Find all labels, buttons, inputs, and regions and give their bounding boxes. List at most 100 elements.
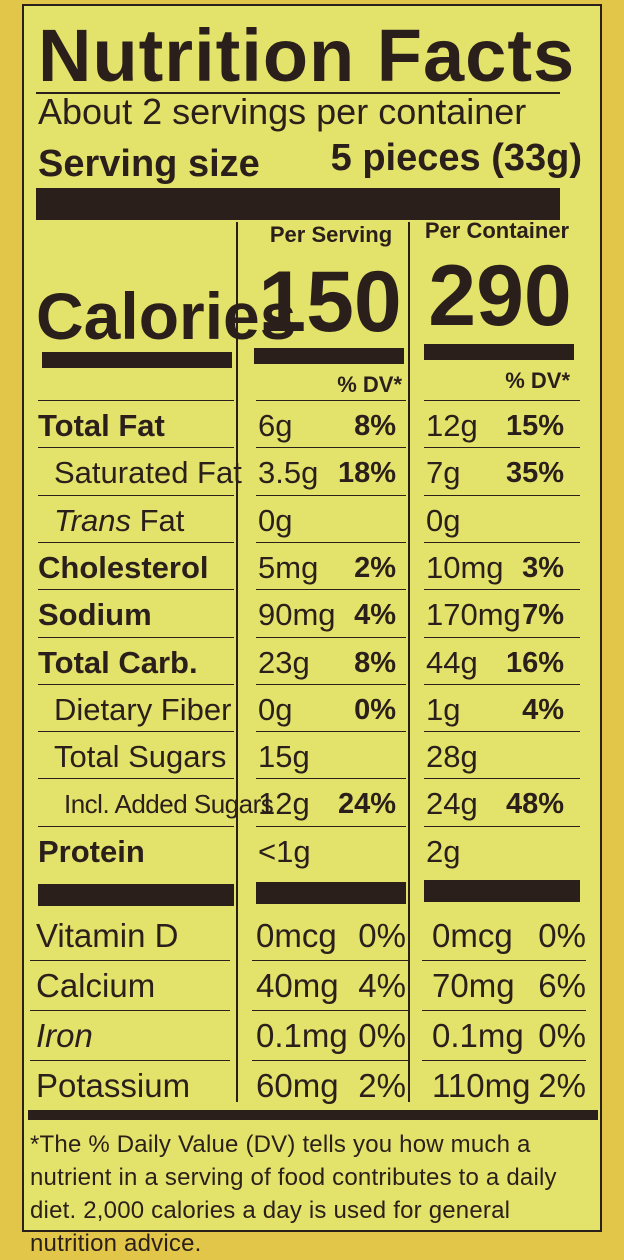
container-dv: 0% <box>538 917 586 954</box>
container-dv: 0% <box>538 1017 586 1054</box>
nutrient-name: Saturated Fat <box>54 455 242 491</box>
container-amount: 28g <box>426 739 478 775</box>
serving-amount: 0mcg <box>256 917 337 954</box>
serving-amount: 0g <box>258 691 293 727</box>
row-separator <box>38 825 234 827</box>
row-separator <box>256 400 406 401</box>
container-dv: 7% <box>522 599 564 632</box>
serving-amount: 3.5g <box>258 455 319 491</box>
container-dv: 3% <box>522 551 564 584</box>
thick-rule-vitamins-2 <box>256 882 406 904</box>
nutrition-facts-label: Nutrition Facts About 2 servings per con… <box>22 4 602 1257</box>
vitamin-row: Vitamin D 0mcg 0% 0mcg 0% <box>24 912 600 960</box>
serving-amount: 6g <box>258 408 293 443</box>
serving-dv: 8% <box>354 646 396 679</box>
container-dv: 6% <box>538 967 586 1004</box>
serving-amount: 60mg <box>256 1067 339 1104</box>
row-separator <box>424 731 580 733</box>
row-separator <box>30 960 230 961</box>
calories-per-container: 290 <box>428 248 572 344</box>
row-separator <box>422 1060 586 1061</box>
row-separator <box>256 494 406 496</box>
serving-dv: 4% <box>354 599 396 632</box>
nutrient-row: Sodium 90mg 4% 170mg 7% <box>24 589 600 639</box>
nutrient-name: Incl. Added Sugars <box>64 789 274 820</box>
vitamin-row: Potassium 60mg 2% 110mg 2% <box>24 1060 600 1110</box>
row-separator <box>256 541 406 543</box>
serving-dv: 18% <box>337 457 396 490</box>
thick-rule-top <box>36 188 560 220</box>
container-amount: 170mg <box>426 597 521 633</box>
calories-rule-3 <box>424 344 574 360</box>
serving-dv: 4% <box>358 967 406 1004</box>
container-amount: 0g <box>426 502 461 538</box>
vitamin-name: Calcium <box>36 967 156 1004</box>
row-separator <box>424 589 580 591</box>
dv-header-serving: % DV* <box>337 372 402 397</box>
calories-per-serving: 150 <box>258 254 402 350</box>
container-amount: 1g <box>426 691 461 727</box>
nutrient-row: Protein <1g 2g <box>24 825 600 876</box>
row-separator <box>256 447 406 449</box>
nutrient-name: Protein <box>38 833 145 869</box>
container-amount: 2g <box>426 833 461 869</box>
container-amount: 10mg <box>426 549 504 585</box>
row-separator <box>424 636 580 638</box>
thick-rule-vitamins-3 <box>424 880 580 902</box>
container-amount: 44g <box>426 644 478 680</box>
row-separator <box>38 731 234 733</box>
label-title: Nutrition Facts <box>38 14 576 97</box>
row-separator <box>252 1010 408 1011</box>
container-dv: 4% <box>522 693 564 726</box>
vitamin-name: Potassium <box>36 1067 191 1104</box>
container-amount: 110mg <box>432 1067 531 1104</box>
daily-value-footnote: *The % Daily Value (DV) tells you how mu… <box>30 1131 557 1257</box>
row-separator <box>38 541 234 543</box>
container-dv: 16% <box>505 646 564 679</box>
thick-rule-vitamins-1 <box>38 884 234 906</box>
nutrient-name: Sodium <box>38 597 152 633</box>
row-separator <box>38 447 234 449</box>
serving-amount: 23g <box>258 644 310 680</box>
serving-dv: 8% <box>354 410 396 442</box>
vitamin-name: Vitamin D <box>36 917 179 954</box>
serving-dv: 2% <box>354 551 396 584</box>
container-dv <box>484 497 564 545</box>
row-separator <box>422 1010 586 1011</box>
row-separator <box>422 960 586 961</box>
container-amount: 7g <box>426 455 461 491</box>
nutrient-row: Total Carb. 23g 8% 44g 16% <box>24 636 600 687</box>
row-separator <box>256 778 406 780</box>
serving-dv: 2% <box>358 1067 406 1104</box>
row-separator <box>38 778 234 780</box>
serving-amount: 5mg <box>258 549 319 585</box>
serving-dv <box>316 733 396 781</box>
calories-rule-1 <box>42 352 232 368</box>
serving-size-value: 5 pieces (33g) <box>330 137 582 179</box>
vitamin-name: Iron <box>36 1017 93 1054</box>
nutrient-row: Saturated Fat 3.5g 18% 7g 35% <box>24 447 600 497</box>
serving-dv <box>316 828 396 876</box>
nutrient-name: Total Fat <box>38 408 165 443</box>
container-dv <box>484 733 564 781</box>
nutrient-row: Total Sugars 15g 28g <box>24 731 600 781</box>
title-rule <box>36 92 560 94</box>
container-dv: 35% <box>505 457 564 490</box>
nutrient-name: Total Sugars <box>54 739 227 775</box>
container-amount: 70mg <box>432 967 515 1004</box>
container-dv: 48% <box>505 788 564 821</box>
row-separator <box>30 1060 230 1061</box>
nutrient-row: Trans Fat 0g 0g <box>24 494 600 545</box>
container-amount: 0mcg <box>432 917 513 954</box>
thick-rule-bottom <box>28 1110 598 1120</box>
row-separator <box>424 400 580 401</box>
column-divider-2 <box>408 222 410 1102</box>
column-divider-1 <box>236 222 238 1102</box>
row-separator <box>256 825 406 827</box>
row-separator <box>256 683 406 685</box>
row-separator <box>424 447 580 449</box>
serving-amount: <1g <box>258 833 311 869</box>
container-amount: 0.1mg <box>432 1017 524 1054</box>
serving-amount: 15g <box>258 739 310 775</box>
